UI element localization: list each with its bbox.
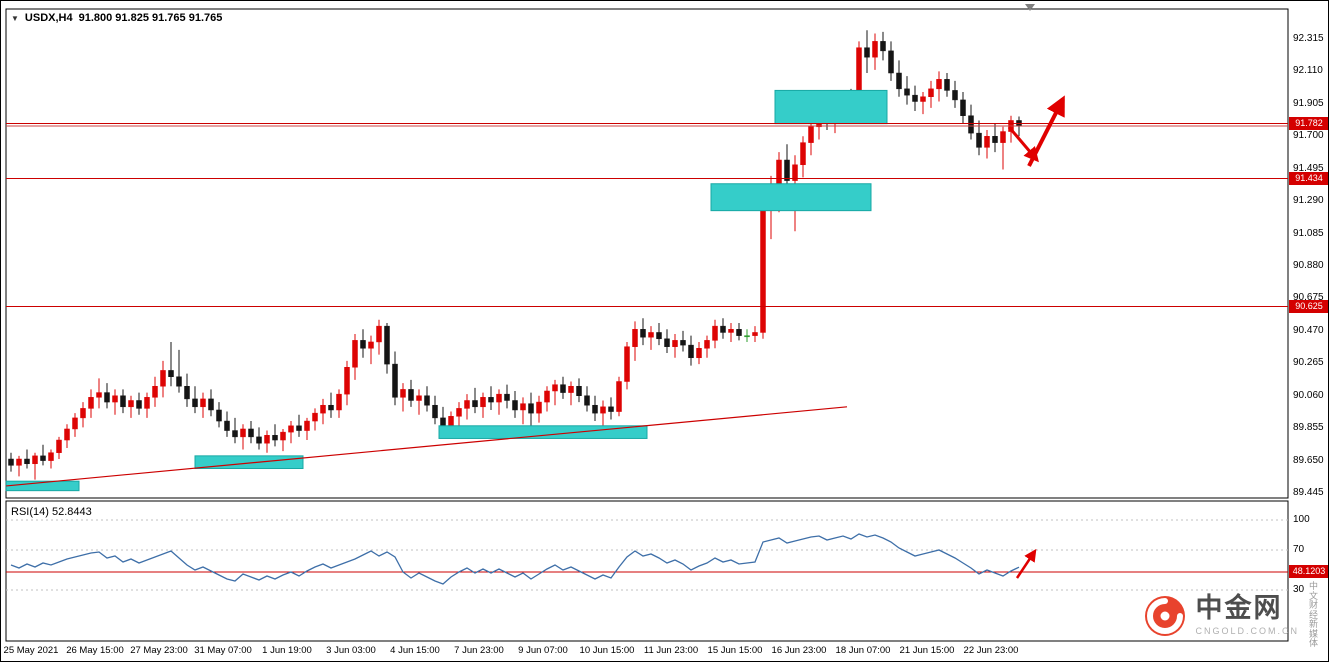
time-tick-label: 31 May 07:00 (194, 645, 252, 656)
time-tick-label: 11 Jun 23:00 (643, 645, 699, 656)
ohlc-values: 91.800 91.825 91.765 91.765 (78, 12, 223, 24)
price-tick-label: 91.700 (1293, 130, 1324, 142)
time-tick-label: 15 Jun 15:00 (707, 645, 763, 656)
time-tick-label: 26 May 15:00 (66, 645, 124, 656)
price-tick-label: 92.110 (1293, 65, 1323, 77)
price-line-tag: 91.434 (1289, 171, 1328, 185)
price-line-tag: 91.782 (1289, 116, 1328, 130)
watermark-tagline-char: 经 (1308, 609, 1318, 620)
zones (5, 89, 888, 492)
horizontal-lines (6, 122, 1288, 307)
chevron-down-icon[interactable]: ▼ (11, 13, 19, 23)
price-tick-label: 91.290 (1293, 195, 1324, 207)
time-tick-label: 3 Jun 03:00 (326, 645, 376, 656)
price-tick-label: 91.495 (1293, 162, 1324, 174)
price-tick-label: 90.880 (1293, 260, 1324, 271)
symbol-ohlc-label: ▼ USDX,H4 91.800 91.825 91.765 91.765 (11, 12, 222, 24)
cngold-logo-icon (1145, 595, 1186, 636)
rsi-indicator-label: RSI(14) 52.8443 (11, 506, 92, 518)
watermark: 中金网 CNGOLD.COM.CN 中文财经新媒体 (1143, 582, 1318, 649)
price-line-tag: 90.625 (1289, 299, 1328, 313)
watermark-tagline-char: 新 (1308, 619, 1318, 630)
rsi-level-label: 30 (1293, 584, 1305, 595)
time-tick-label: 1 Jun 19:00 (262, 645, 312, 656)
rsi-level-label: 70 (1293, 544, 1305, 555)
watermark-tagline: 中文财经新媒体 (1309, 582, 1318, 649)
time-tick-label: 10 Jun 15:00 (579, 645, 635, 656)
watermark-domain: CNGOLD.COM.CN (1195, 626, 1299, 637)
time-tick-label: 21 Jun 15:00 (899, 645, 955, 656)
price-tick-label: 89.650 (1293, 454, 1324, 466)
price-tick-label: 90.265 (1293, 357, 1324, 369)
price-tick-label: 89.445 (1293, 487, 1324, 499)
price-tick-label: 91.085 (1293, 227, 1324, 239)
watermark-brand: 中金网 (1195, 593, 1283, 624)
price-tick-label: 90.470 (1293, 324, 1324, 336)
rsi-level-label: 100 (1293, 514, 1310, 525)
rsi-line-tag: 48.1203 (1289, 565, 1328, 579)
autoscroll-marker-icon (1025, 4, 1035, 11)
time-tick-label: 9 Jun 07:00 (518, 645, 568, 656)
price-tick-label: 91.905 (1293, 97, 1324, 109)
price-tick-label: 89.855 (1293, 422, 1324, 434)
time-tick-label: 4 Jun 15:00 (390, 645, 440, 656)
time-tick-label: 7 Jun 23:00 (454, 645, 504, 656)
watermark-tagline-char: 媒 (1308, 628, 1318, 639)
annotation-arrows (1007, 95, 1065, 167)
time-tick-label: 22 Jun 23:00 (963, 645, 1019, 656)
trendline (6, 406, 848, 487)
price-tick-label: 92.315 (1293, 33, 1324, 44)
rsi-pane (6, 519, 1288, 591)
watermark-tagline-char: 文 (1308, 590, 1318, 601)
price-tick-label: 90.060 (1293, 389, 1324, 401)
watermark-tagline-char: 财 (1308, 600, 1318, 611)
pane-frames (5, 8, 1289, 642)
price-tick-label: 90.675 (1293, 292, 1324, 304)
watermark-tagline-char: 中 (1308, 581, 1318, 592)
time-tick-label: 18 Jun 07:00 (835, 645, 891, 656)
symbol-name: USDX,H4 (24, 12, 73, 24)
time-tick-label: 16 Jun 23:00 (771, 645, 827, 656)
watermark-tagline-char: 体 (1308, 638, 1318, 649)
time-tick-label: 27 May 23:00 (130, 645, 188, 656)
time-tick-label: 25 May 2021 (3, 645, 59, 656)
